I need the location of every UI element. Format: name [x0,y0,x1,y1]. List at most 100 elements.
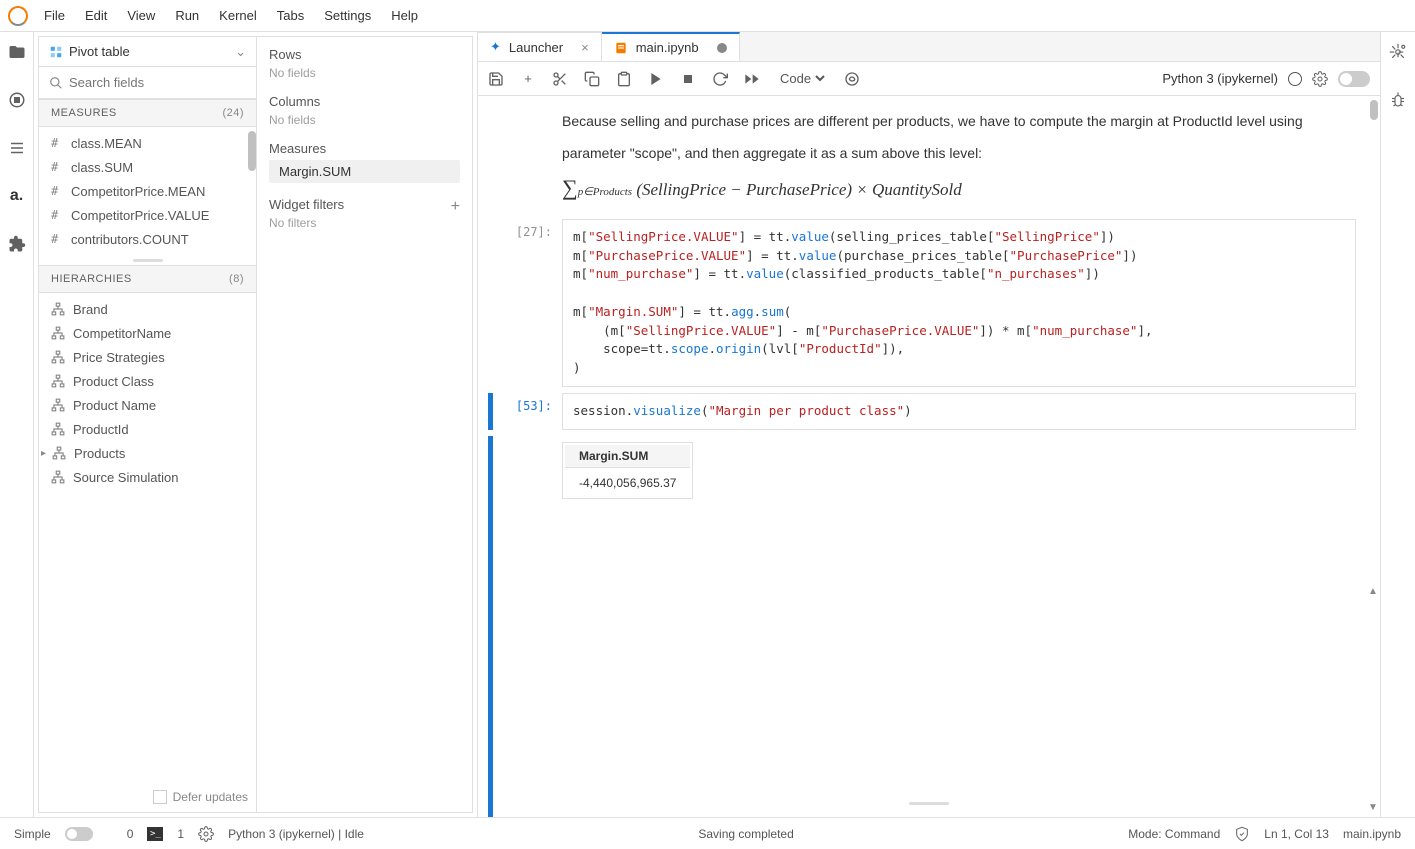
hierarchy-label: Price Strategies [73,350,165,365]
folder-icon[interactable] [7,42,27,62]
hierarchy-item[interactable]: ▸Products [39,441,256,465]
pivot-icon [49,45,63,59]
hierarchies-label: HIERARCHIES [51,273,132,285]
search-input[interactable] [69,75,246,90]
filters-label: Widget filters [269,197,344,212]
columns-label: Columns [269,94,460,109]
expand-icon[interactable]: ▸ [41,448,46,459]
status-kernel-icon[interactable] [198,826,214,842]
status-kernel[interactable]: Python 3 (ipykernel) | Idle [228,827,364,841]
scroll-down-icon[interactable]: ▼ [1368,802,1378,813]
paste-icon[interactable] [616,71,632,87]
shield-icon[interactable] [1234,826,1250,842]
tabs-row: ✦ Launcher × main.ipynb [478,32,1380,62]
fast-forward-icon[interactable] [744,71,760,87]
copy-icon[interactable] [584,71,600,87]
kernel-name[interactable]: Python 3 (ipykernel) [1162,71,1278,86]
measures-header[interactable]: MEASURES (24) [39,99,256,127]
measure-item[interactable]: #class.SUM [39,155,256,179]
editor-area: ✦ Launcher × main.ipynb + Code Pytho [478,32,1381,817]
extension-icon[interactable] [7,234,27,254]
terminal-icon[interactable]: >_ [147,827,163,841]
menu-tabs[interactable]: Tabs [277,8,304,23]
hierarchy-icon [51,326,65,340]
measure-chip[interactable]: Margin.SUM [269,160,460,183]
notebook-body[interactable]: ▲ ▼ Because selling and purchase prices … [478,96,1380,817]
kernel-status-icon[interactable] [1288,72,1302,86]
measure-item[interactable]: #CompetitorPrice.VALUE [39,203,256,227]
columns-section: Columns No fields [269,94,460,127]
cell-type-select[interactable]: Code [776,70,828,87]
hierarchy-icon [51,350,65,364]
main-area: a. Pivot table ⌄ MEASURES (24) #class.ME… [0,32,1415,817]
cell-resize-grip[interactable] [502,802,1356,805]
restart-icon[interactable] [712,71,728,87]
property-inspector-icon[interactable] [1388,42,1408,62]
tab-main[interactable]: main.ipynb [602,32,740,61]
menu-view[interactable]: View [127,8,155,23]
output-header: Margin.SUM [565,445,690,468]
hierarchy-label: Product Class [73,374,154,389]
close-icon[interactable]: × [581,40,589,55]
tab-main-label: main.ipynb [636,40,699,55]
render-icon[interactable] [844,71,860,87]
add-cell-icon[interactable]: + [520,71,536,87]
menu-kernel[interactable]: Kernel [219,8,257,23]
hierarchy-item[interactable]: Product Class [39,369,256,393]
measure-item[interactable]: #class.MEAN [39,131,256,155]
measures-config-label: Measures [269,141,460,156]
debugger-toggle[interactable] [1338,71,1370,87]
measures-section: Measures Margin.SUM [269,141,460,183]
running-icon[interactable] [7,90,27,110]
measures-count: (24) [222,107,244,119]
add-filter-button[interactable]: + [451,198,460,216]
tab-launcher[interactable]: ✦ Launcher × [478,32,602,61]
search-box [39,67,256,99]
save-icon[interactable] [488,71,504,87]
hierarchy-label: Brand [73,302,108,317]
scroll-up-icon[interactable]: ▲ [1368,586,1378,597]
status-lncol[interactable]: Ln 1, Col 13 [1264,827,1329,841]
cut-icon[interactable] [552,71,568,87]
status-file[interactable]: main.ipynb [1343,827,1401,841]
measure-item[interactable]: #contributors.COUNT [39,227,256,251]
hierarchy-item[interactable]: CompetitorName [39,321,256,345]
hierarchy-icon [52,446,66,460]
hierarchies-header[interactable]: HIERARCHIES (8) [39,265,256,293]
measure-label: class.SUM [71,160,133,175]
code-input[interactable]: m["SellingPrice.VALUE"] = tt.value(selli… [562,219,1356,387]
hierarchy-item[interactable]: Brand [39,297,256,321]
code-input[interactable]: session.visualize("Margin per product cl… [562,393,1356,430]
stop-icon[interactable] [680,71,696,87]
resize-grip[interactable] [39,255,256,265]
menu-help[interactable]: Help [391,8,418,23]
markdown-text: Because selling and purchase prices are … [562,110,1356,132]
measure-label: CompetitorPrice.MEAN [71,184,205,199]
hierarchy-item[interactable]: Price Strategies [39,345,256,369]
measure-item[interactable]: #CompetitorPrice.MEAN [39,179,256,203]
atoti-icon[interactable]: a. [7,186,27,206]
chevron-down-icon[interactable]: ⌄ [235,44,246,60]
pivot-header[interactable]: Pivot table ⌄ [39,37,256,67]
hierarchy-icon [51,374,65,388]
hierarchy-item[interactable]: Source Simulation [39,465,256,489]
debugger-icon[interactable] [1388,90,1408,110]
scrollbar-thumb[interactable] [1370,100,1378,120]
simple-mode-toggle[interactable] [65,827,93,841]
hierarchy-icon [51,422,65,436]
status-simple-label: Simple [14,827,51,841]
defer-checkbox[interactable] [153,790,167,804]
hierarchies-count: (8) [229,273,244,285]
hierarchy-item[interactable]: ProductId [39,417,256,441]
hierarchy-item[interactable]: Product Name [39,393,256,417]
toc-icon[interactable] [7,138,27,158]
menu-edit[interactable]: Edit [85,8,107,23]
kernel-gear-icon[interactable] [1312,71,1328,87]
scrollbar-thumb[interactable] [248,131,256,171]
measure-label: contributors.COUNT [71,232,189,247]
run-icon[interactable] [648,71,664,87]
formula-body: (SellingPrice − PurchasePrice) × Quantit… [632,180,962,199]
menu-file[interactable]: File [44,8,65,23]
menu-settings[interactable]: Settings [324,8,371,23]
menu-run[interactable]: Run [175,8,199,23]
